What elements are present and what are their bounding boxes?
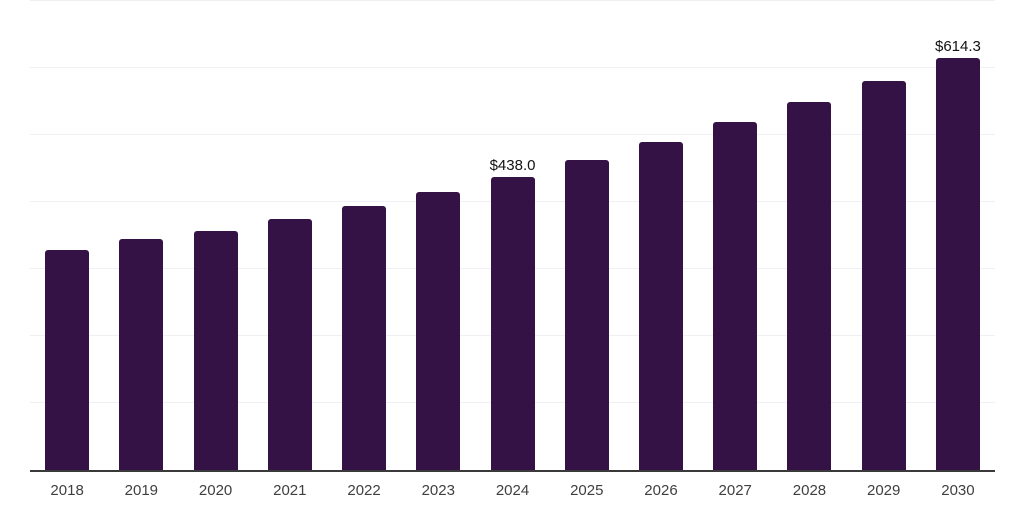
bar-value-label: $614.3 [934, 38, 981, 56]
gridline [30, 67, 995, 68]
bar-2028 [787, 102, 832, 470]
bar-2019 [119, 238, 164, 470]
bar-slot: $614.3 [921, 38, 995, 470]
bar-slot [698, 122, 772, 470]
bars-container: $438.0 $614.3 [30, 0, 995, 470]
x-tick-label: 2019 [124, 482, 159, 499]
bar-2022 [342, 205, 387, 470]
x-tick-label: 2030 [941, 482, 975, 499]
bar-slot: $438.0 [475, 157, 549, 470]
x-tick-label: 2028 [792, 482, 827, 499]
x-tick-label: 2026 [644, 482, 678, 499]
bar-slot [401, 191, 475, 470]
x-tick-label: 2020 [198, 482, 233, 499]
bar-slot [847, 81, 921, 470]
gridline [30, 134, 995, 135]
bar-2027 [713, 122, 758, 470]
bar-slot [550, 159, 624, 470]
x-tick-label: 2029 [867, 482, 901, 499]
bar-slot [772, 102, 846, 470]
bar-value-label: $438.0 [489, 156, 536, 174]
bar-slot [253, 219, 327, 470]
bar-slot [178, 231, 252, 470]
bar-2023 [416, 191, 461, 470]
bar-slot [104, 238, 178, 470]
x-tick-label: 2024 [495, 482, 530, 499]
x-tick-label: 2022 [347, 482, 381, 499]
x-tick-label: 2025 [570, 482, 604, 499]
x-axis-labels: 2018 2019 2020 2021 2022 2023 2024 2025 2026 2027… [30, 472, 995, 499]
bar-2024: $438.0 [490, 157, 535, 470]
bar-2025 [564, 159, 609, 470]
bar-2030: $614.3 [935, 38, 981, 470]
bar-2026 [638, 141, 683, 470]
plot-area: $438.0 $614.3 [30, 0, 995, 472]
gridline [30, 0, 995, 1]
bar-2021 [267, 219, 312, 470]
bar-slot [327, 205, 401, 470]
x-tick-label: 2027 [718, 482, 752, 499]
bar-slot [624, 141, 698, 470]
x-tick-label: 2021 [273, 482, 307, 499]
bar-2020 [193, 231, 238, 470]
bar-2018 [45, 250, 90, 470]
x-tick-label: 2023 [421, 482, 455, 499]
x-tick-label: 2018 [50, 482, 84, 499]
bar-2029 [861, 81, 906, 470]
bar-slot [30, 250, 104, 470]
